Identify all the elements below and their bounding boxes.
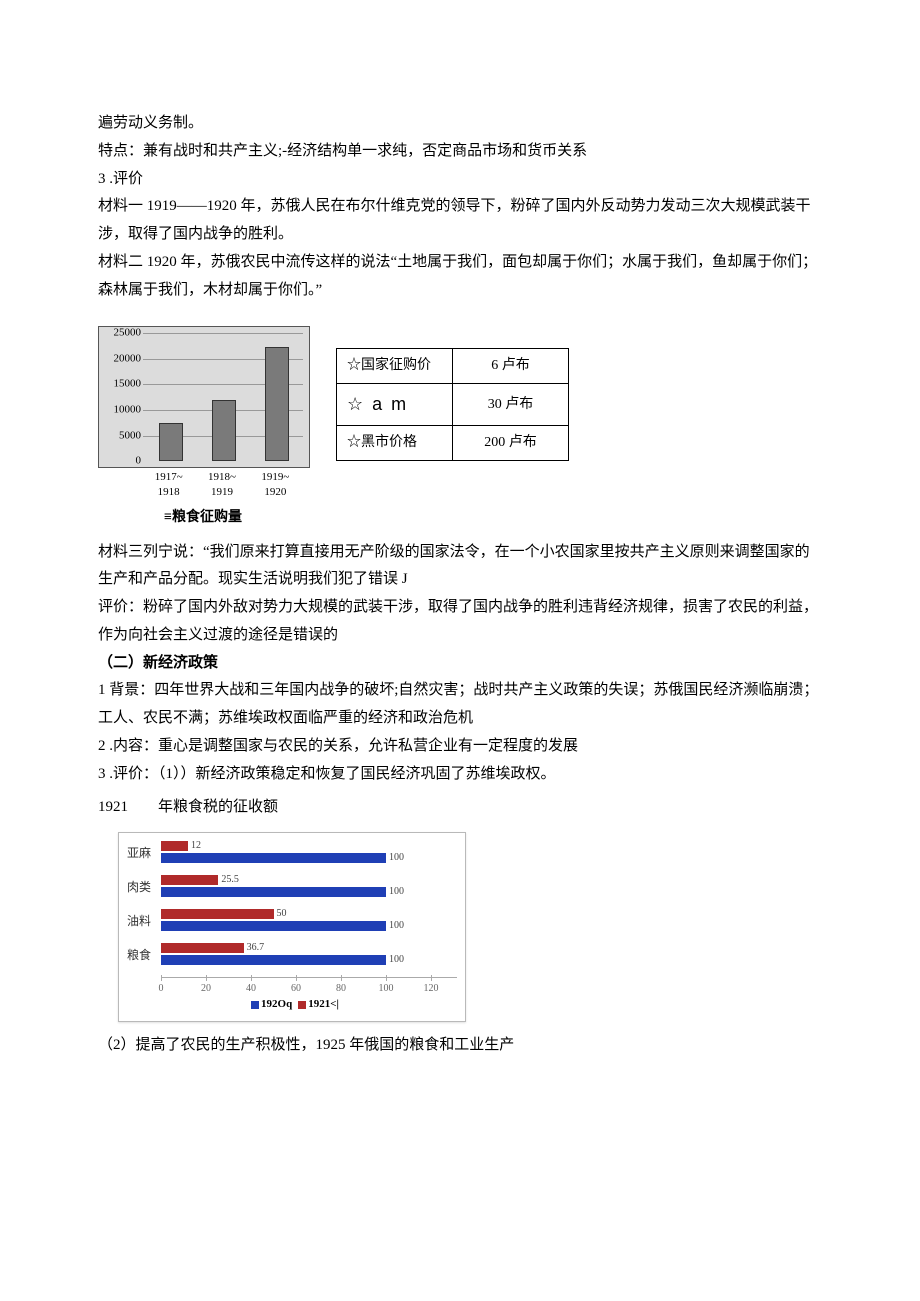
chart2-value-label: 100 [389, 921, 404, 931]
section-2-title: （二）新经济政策 [98, 650, 822, 678]
chart2-value-label: 100 [389, 955, 404, 965]
chart1-xlabel: 1919~1920 [261, 470, 289, 499]
chart2-tick-label: 120 [424, 980, 439, 999]
chart1-caption: ≡粮食征购量 [98, 505, 308, 531]
chart2-bar-1921 [161, 955, 386, 965]
chart2-tick-label: 60 [291, 980, 301, 999]
chart1-ylabel: 15000 [101, 379, 141, 390]
chart2-value-label: 12 [191, 841, 201, 851]
chart2-bar-1920 [161, 875, 218, 885]
chart2-value-label: 25.5 [221, 875, 239, 885]
price-label: ☆ a m [337, 384, 453, 426]
chart2-row: 粮食 36.7 100 [127, 943, 457, 967]
grain-tax-chart: 亚麻 12 100 肉类 25.5 100 油料 50 100 粮食 36.7 100 0 20 40 60 8… [118, 832, 466, 1021]
chart1-ylabel: 20000 [101, 353, 141, 364]
chart2-row: 油料 50 100 [127, 909, 457, 933]
chart2-category: 亚麻 [127, 842, 161, 864]
chart2-value-label: 100 [389, 853, 404, 863]
grain-purchase-chart: 0 5000 10000 15000 20000 25000 1917~1918 1918~… [98, 326, 308, 530]
material-3: 材料三列宁说：“我们原来打算直接用无产阶级的国家法令，在一个小农国家里按共产主义… [98, 539, 822, 595]
price-value: 6 卢布 [453, 349, 569, 384]
year-1921: 1921 [98, 794, 158, 822]
chart1-xlabel: 1918~1919 [208, 470, 236, 499]
chart2-bar-1920 [161, 909, 274, 919]
price-value: 30 卢布 [453, 384, 569, 426]
price-table: ☆国家征购价6 卢布☆ a m30 卢布☆黑市价格200 卢布 [336, 348, 569, 461]
material-1: 材料一 1919——1920 年，苏俄人民在布尔什维克党的领导下，粉碎了国内外反… [98, 193, 822, 249]
chart2-category: 油料 [127, 910, 161, 932]
sec2-bg: 1 背景：四年世界大战和三年国内战争的破坏;自然灾害；战时共产主义政策的失误；苏… [98, 677, 822, 733]
table-row: ☆黑市价格200 卢布 [337, 426, 569, 461]
chart2-value-label: 100 [389, 887, 404, 897]
chart2-bar-1920 [161, 943, 244, 953]
chart2-tick-label: 20 [201, 980, 211, 999]
table-row: ☆国家征购价6 卢布 [337, 349, 569, 384]
chart2-tick-label: 0 [159, 980, 164, 999]
chart2-category: 粮食 [127, 944, 161, 966]
table-row: ☆ a m30 卢布 [337, 384, 569, 426]
page: 遍劳动义务制。 特点：兼有战时和共产主义;-经济结构单一求纯，否定商品市场和货币… [0, 0, 920, 1119]
year-text: 年粮食税的征收额 [158, 794, 358, 822]
chart2-bar-1921 [161, 921, 386, 931]
final-text: （2）提高了农民的生产积极性，1925 年俄国的粮食和工业生产 [98, 1032, 822, 1060]
chart2-category: 肉类 [127, 876, 161, 898]
text-line: 特点：兼有战时和共产主义;-经济结构单一求纯，否定商品市场和货币关系 [98, 138, 822, 166]
chart1-bar [212, 400, 236, 461]
chart2-row: 亚麻 12 100 [127, 841, 457, 865]
material-2: 材料二 1920 年，苏俄农民中流传这样的说法“土地属于我们，面包却属于你们；水… [98, 249, 822, 305]
chart1-ylabel: 10000 [101, 405, 141, 416]
chart2-tick-label: 100 [379, 980, 394, 999]
chart1-ylabel: 0 [101, 456, 141, 467]
sec2-eval: 3 .评价：（1））新经济政策稳定和恢复了国民经济巩固了苏维埃政权。 [98, 761, 822, 789]
chart1-bar [159, 423, 183, 461]
price-value: 200 卢布 [453, 426, 569, 461]
price-label: ☆国家征购价 [337, 349, 453, 384]
chart2-value-label: 50 [277, 909, 287, 919]
sec2-content: 2 .内容：重心是调整国家与农民的关系，允许私营企业有一定程度的发展 [98, 733, 822, 761]
text-line: 遍劳动义务制。 [98, 110, 822, 138]
year-line: 1921 年粮食税的征收额 [98, 794, 822, 822]
section-3-eval: 3 .评价 [98, 166, 822, 194]
chart2-tick-label: 40 [246, 980, 256, 999]
evaluation-text: 评价：粉碎了国内外敌对势力大规模的武装干涉，取得了国内战争的胜利违背经济规律，损… [98, 594, 822, 650]
chart2-bar-1921 [161, 853, 386, 863]
chart2-value-label: 36.7 [247, 943, 265, 953]
price-label: ☆黑市价格 [337, 426, 453, 461]
chart1-row: 0 5000 10000 15000 20000 25000 1917~1918 1918~… [98, 326, 822, 530]
chart1-xlabel: 1917~1918 [155, 470, 183, 499]
chart1-bar [265, 347, 289, 462]
chart1-ylabel: 5000 [101, 430, 141, 441]
chart1-ylabel: 25000 [101, 328, 141, 339]
chart2-bar-1920 [161, 841, 188, 851]
chart2-bar-1921 [161, 887, 386, 897]
chart2-row: 肉类 25.5 100 [127, 875, 457, 899]
chart2-tick-label: 80 [336, 980, 346, 999]
